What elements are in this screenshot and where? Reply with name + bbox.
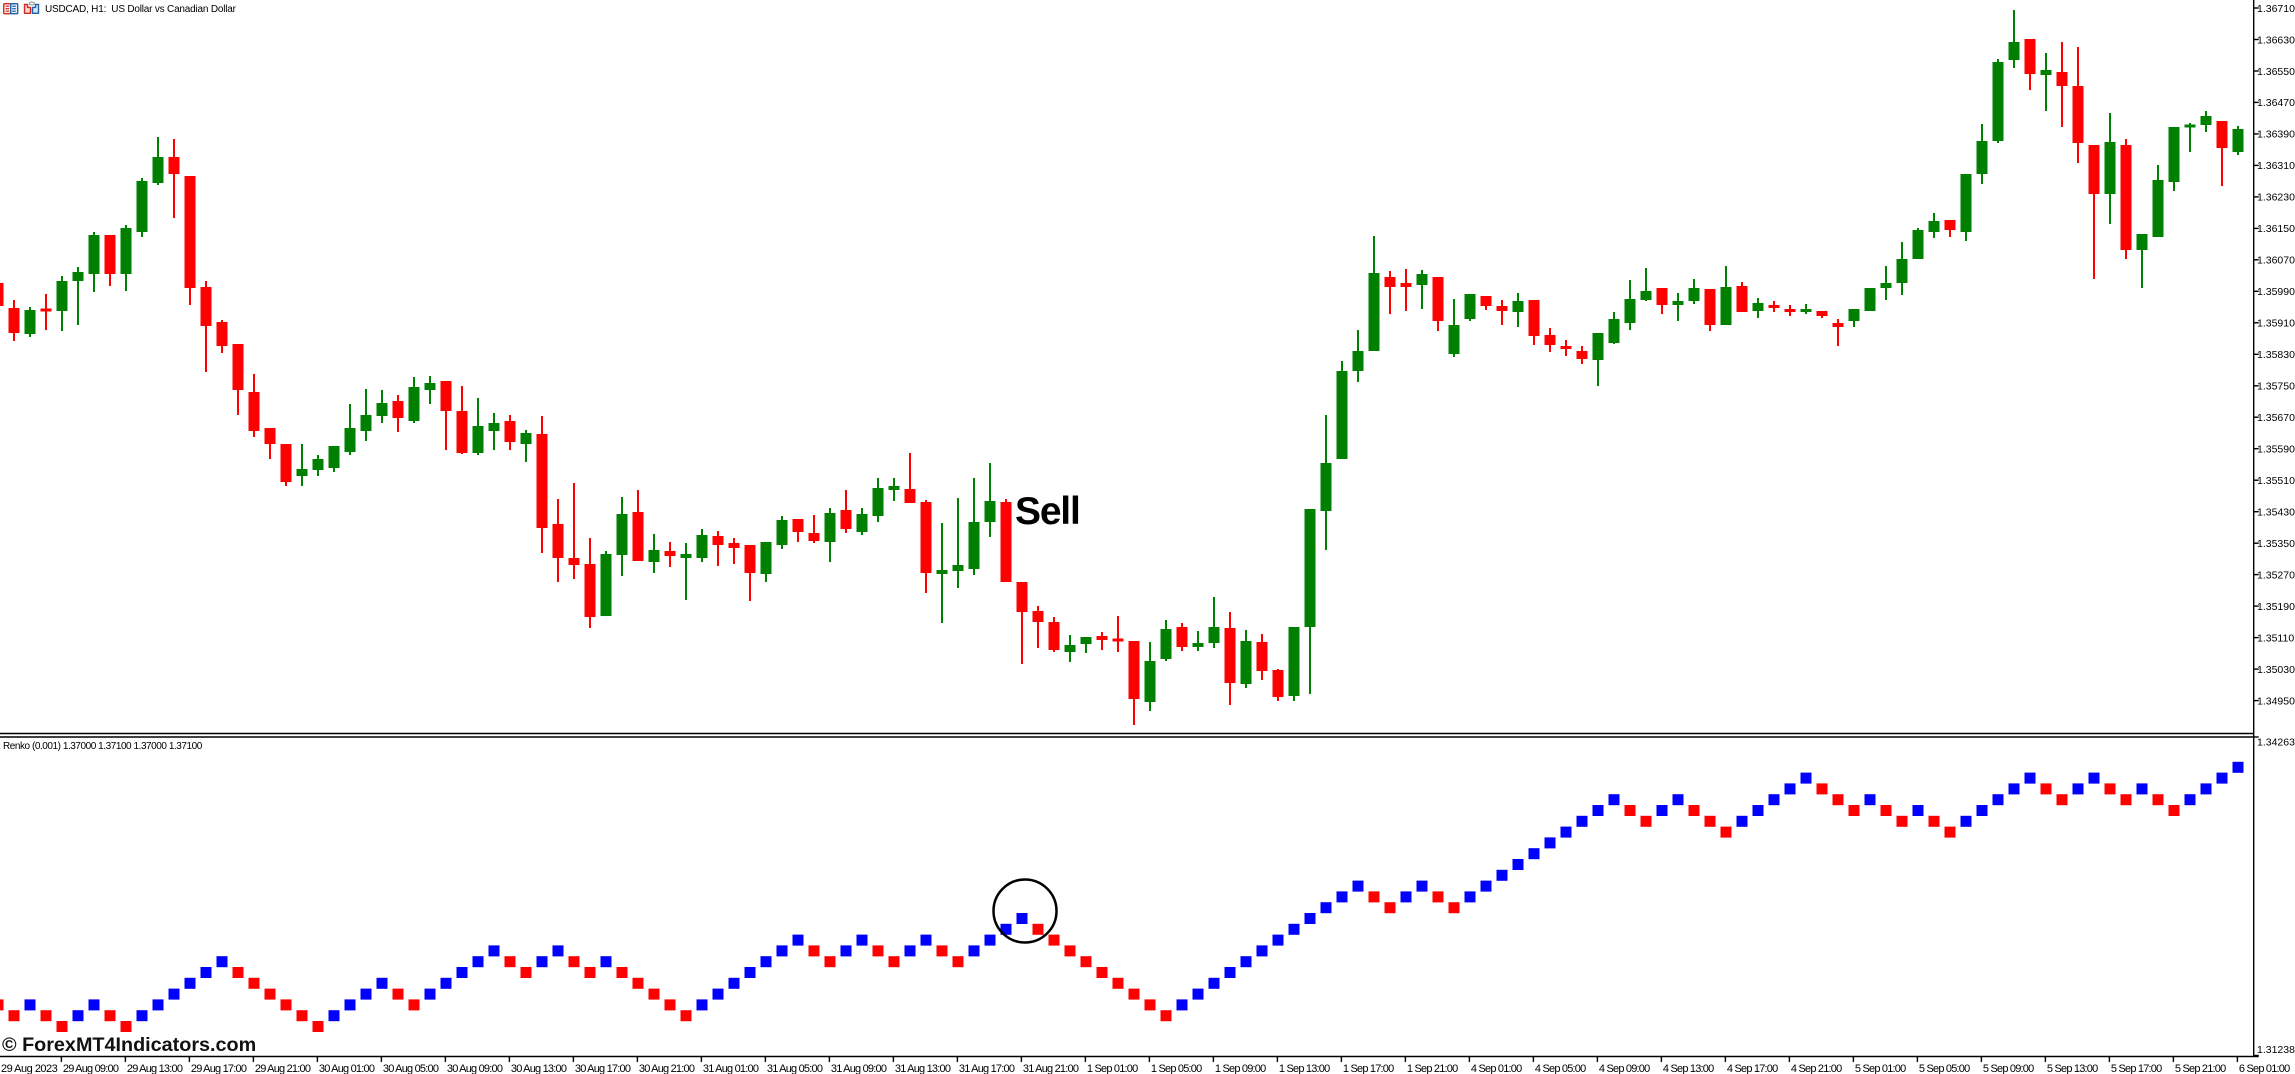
svg-text:4 Sep 17:00: 4 Sep 17:00 [1727, 1063, 1778, 1074]
svg-text:6 Sep 01:00: 6 Sep 01:00 [2239, 1063, 2290, 1074]
svg-text:1.35350: 1.35350 [2257, 538, 2295, 550]
svg-text:31 Aug 21:00: 31 Aug 21:00 [1023, 1063, 1079, 1074]
svg-text:1.35670: 1.35670 [2257, 412, 2295, 424]
svg-text:1.34263: 1.34263 [2257, 737, 2295, 749]
svg-text:1 Sep 13:00: 1 Sep 13:00 [1279, 1063, 1330, 1074]
svg-text:Sell: Sell [1015, 490, 1080, 533]
svg-text:1.35270: 1.35270 [2257, 569, 2295, 581]
svg-text:1.35990: 1.35990 [2257, 286, 2295, 298]
svg-text:1.35590: 1.35590 [2257, 444, 2295, 456]
svg-text:1.35750: 1.35750 [2257, 381, 2295, 393]
svg-text:1.35030: 1.35030 [2257, 664, 2295, 676]
svg-text:4 Sep 01:00: 4 Sep 01:00 [1471, 1063, 1522, 1074]
svg-text:1.36070: 1.36070 [2257, 255, 2295, 267]
svg-text:1.31238: 1.31238 [2257, 1044, 2295, 1056]
svg-text:1.35110: 1.35110 [2257, 632, 2294, 644]
svg-text:5 Sep 09:00: 5 Sep 09:00 [1983, 1063, 2034, 1074]
svg-text:30 Aug 05:00: 30 Aug 05:00 [383, 1063, 439, 1074]
svg-text:1.36710: 1.36710 [2257, 3, 2295, 15]
svg-text:1.35830: 1.35830 [2257, 349, 2295, 361]
svg-text:5 Sep 13:00: 5 Sep 13:00 [2047, 1063, 2098, 1074]
svg-text:Renko (0.001) 1.37000 1.37100: Renko (0.001) 1.37000 1.37100 1.37000 1.… [3, 741, 203, 752]
svg-text:1 Sep 17:00: 1 Sep 17:00 [1343, 1063, 1394, 1074]
svg-text:31 Aug 05:00: 31 Aug 05:00 [767, 1063, 823, 1074]
svg-text:1.36550: 1.36550 [2257, 66, 2295, 78]
svg-text:1.36230: 1.36230 [2257, 192, 2295, 204]
svg-text:29 Aug 09:00: 29 Aug 09:00 [63, 1063, 119, 1074]
svg-text:31 Aug 17:00: 31 Aug 17:00 [959, 1063, 1015, 1074]
svg-text:4 Sep 05:00: 4 Sep 05:00 [1535, 1063, 1586, 1074]
svg-text:5 Sep 17:00: 5 Sep 17:00 [2111, 1063, 2162, 1074]
svg-text:30 Aug 17:00: 30 Aug 17:00 [575, 1063, 631, 1074]
svg-text:1.35910: 1.35910 [2257, 318, 2295, 330]
svg-text:4 Sep 09:00: 4 Sep 09:00 [1599, 1063, 1650, 1074]
svg-text:1.35510: 1.35510 [2257, 475, 2295, 487]
svg-text:1 Sep 05:00: 1 Sep 05:00 [1151, 1063, 1202, 1074]
svg-text:31 Aug 01:00: 31 Aug 01:00 [703, 1063, 759, 1074]
svg-text:1 Sep 09:00: 1 Sep 09:00 [1215, 1063, 1266, 1074]
svg-text:29 Aug 21:00: 29 Aug 21:00 [255, 1063, 311, 1074]
svg-text:1.36150: 1.36150 [2257, 223, 2295, 235]
svg-text:29 Aug 2023: 29 Aug 2023 [1, 1063, 58, 1074]
svg-text:29 Aug 13:00: 29 Aug 13:00 [127, 1063, 183, 1074]
svg-text:5 Sep 01:00: 5 Sep 01:00 [1855, 1063, 1906, 1074]
svg-text:30 Aug 01:00: 30 Aug 01:00 [319, 1063, 375, 1074]
svg-text:1.36310: 1.36310 [2257, 160, 2295, 172]
svg-text:USDCAD, H1: US Dollar vs Cana: USDCAD, H1: US Dollar vs Canadian Dollar [45, 4, 237, 15]
svg-text:5 Sep 21:00: 5 Sep 21:00 [2175, 1063, 2226, 1074]
svg-text:30 Aug 09:00: 30 Aug 09:00 [447, 1063, 503, 1074]
svg-text:© ForexMT4Indicators.com: © ForexMT4Indicators.com [2, 1034, 256, 1056]
svg-text:30 Aug 13:00: 30 Aug 13:00 [511, 1063, 567, 1074]
svg-text:4 Sep 13:00: 4 Sep 13:00 [1663, 1063, 1714, 1074]
svg-text:4 Sep 21:00: 4 Sep 21:00 [1791, 1063, 1842, 1074]
svg-text:1.34950: 1.34950 [2257, 695, 2295, 707]
svg-text:1 Sep 21:00: 1 Sep 21:00 [1407, 1063, 1458, 1074]
svg-text:30 Aug 21:00: 30 Aug 21:00 [639, 1063, 695, 1074]
svg-text:5 Sep 05:00: 5 Sep 05:00 [1919, 1063, 1970, 1074]
svg-text:1.35430: 1.35430 [2257, 507, 2295, 519]
svg-text:1.35190: 1.35190 [2257, 601, 2295, 613]
svg-text:29 Aug 17:00: 29 Aug 17:00 [191, 1063, 247, 1074]
svg-text:1.36470: 1.36470 [2257, 97, 2295, 109]
svg-text:1.36630: 1.36630 [2257, 34, 2295, 46]
svg-text:31 Aug 13:00: 31 Aug 13:00 [895, 1063, 951, 1074]
svg-text:31 Aug 09:00: 31 Aug 09:00 [831, 1063, 887, 1074]
svg-text:1 Sep 01:00: 1 Sep 01:00 [1087, 1063, 1138, 1074]
svg-text:1.36390: 1.36390 [2257, 129, 2295, 141]
